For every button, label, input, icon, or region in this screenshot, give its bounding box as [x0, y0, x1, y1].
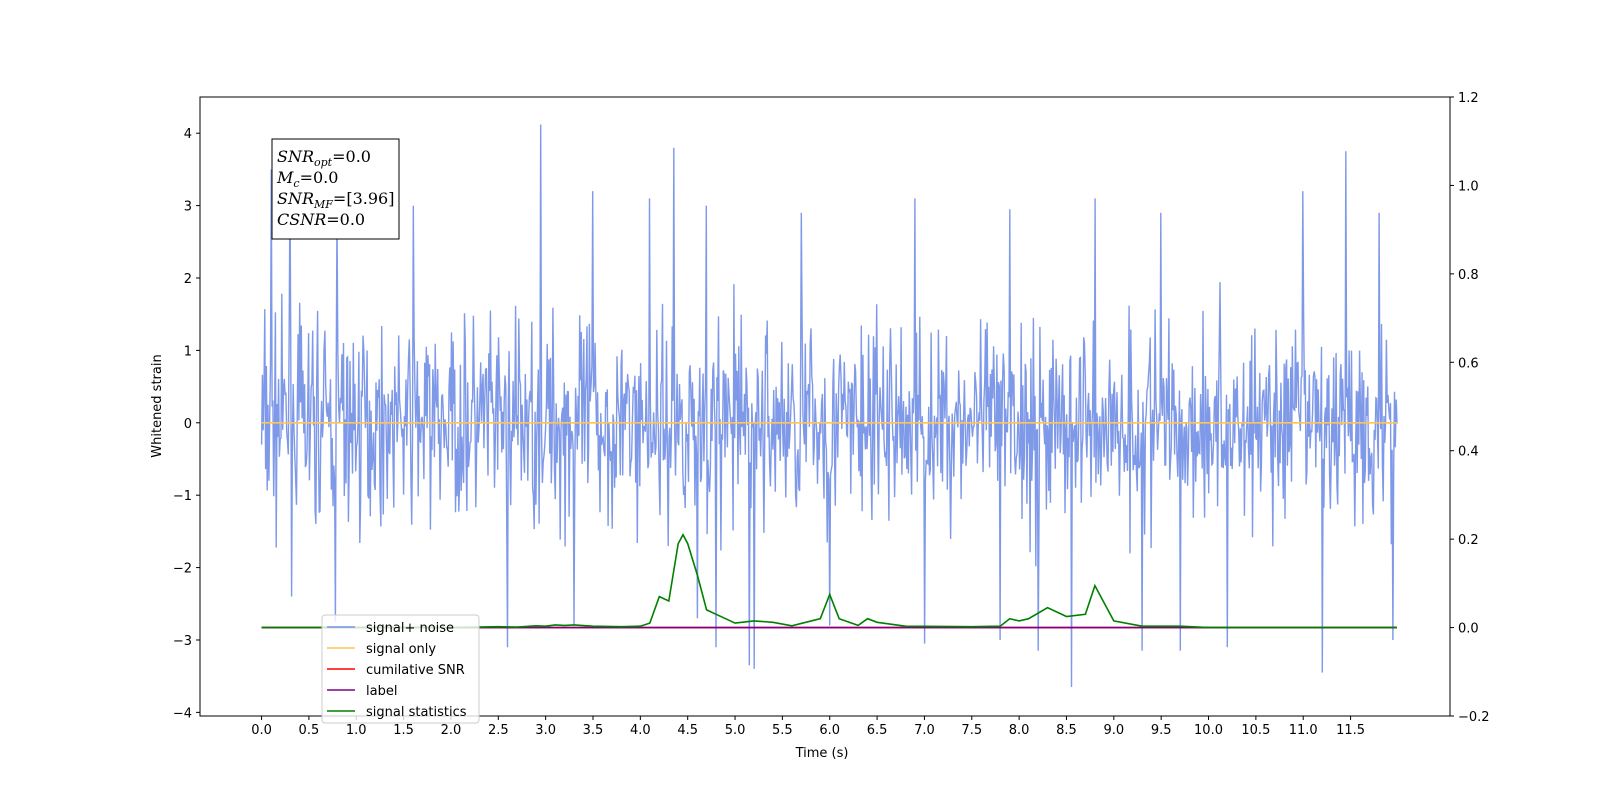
x-tick-label: 4.0	[630, 723, 651, 738]
annotation-symbol: CSNR	[277, 210, 326, 229]
annotation-value: =0.0	[300, 168, 339, 187]
annotation-line: SNRMF=[3.96]	[277, 189, 394, 211]
x-axis: 0.0 0.5 1.0 1.5 2.0 2.5 3.0 3.5 4.0 4.5 5.0 5.5 6.0 6…	[251, 716, 1365, 738]
y-tick-label: −4	[173, 706, 192, 721]
x-tick-label: 3.5	[583, 723, 604, 738]
y-tick-label: 1	[184, 344, 192, 359]
plot-area	[260, 124, 1398, 688]
x-tick-label: 2.0	[441, 723, 462, 738]
y2-tick-label: 0.0	[1458, 622, 1479, 637]
annotation-frame	[271, 138, 400, 240]
legend-entry: signal statistics	[366, 705, 467, 720]
legend: signal+ noise signal only cumilative SNR la…	[321, 614, 480, 724]
x-tick-label: 0.0	[251, 723, 272, 738]
y-axis-right: −0.2 0.0 0.2 0.4 0.6 0.8 1.0 1.2	[1450, 91, 1490, 725]
y-tick-label: 0	[184, 417, 192, 432]
y2-tick-label: 0.8	[1458, 268, 1479, 283]
annotation-value: =0.0	[332, 147, 371, 166]
y-tick-label: −1	[173, 489, 192, 504]
y2-tick-label: 0.4	[1458, 445, 1479, 460]
x-tick-label: 5.5	[772, 723, 793, 738]
x-tick-label: 11.0	[1289, 723, 1318, 738]
y-tick-label: −2	[173, 562, 192, 577]
x-tick-label: 5.0	[725, 723, 746, 738]
legend-entry: label	[366, 684, 397, 699]
x-tick-label: 4.5	[677, 723, 698, 738]
y-tick-label: −3	[173, 634, 192, 649]
x-tick-label: 7.5	[961, 723, 982, 738]
annotation-subscript: c	[293, 177, 299, 190]
y2-tick-label: 0.2	[1458, 533, 1479, 548]
annotation-value: =[3.96]	[333, 189, 395, 208]
x-tick-label: 8.5	[1056, 723, 1077, 738]
x-tick-label: 8.0	[1009, 723, 1030, 738]
annotation-value: =0.0	[326, 210, 365, 229]
annotation-line: Mc=0.0	[276, 168, 338, 190]
y-axis-left: −4 −3 −2 −1 0 1 2 3 4	[173, 127, 200, 721]
axes-frame	[199, 96, 1451, 717]
y-tick-label: 2	[184, 272, 192, 287]
x-tick-label: 9.5	[1151, 723, 1172, 738]
x-tick-label: 2.5	[488, 723, 509, 738]
x-tick-label: 10.0	[1194, 723, 1223, 738]
annotation-line: CSNR=0.0	[277, 210, 365, 229]
x-tick-label: 10.5	[1241, 723, 1270, 738]
legend-frame	[321, 614, 480, 724]
legend-entry: signal+ noise	[366, 621, 454, 636]
x-tick-label: 1.5	[393, 723, 414, 738]
x-tick-label: 11.5	[1336, 723, 1365, 738]
x-tick-label: 6.0	[819, 723, 840, 738]
annotation-symbol: M	[276, 168, 294, 187]
annotation-line: SNRopt=0.0	[277, 147, 371, 169]
x-tick-label: 6.5	[867, 723, 888, 738]
x-tick-label: 3.0	[535, 723, 556, 738]
y-axis-label: Whitened strain	[150, 354, 165, 457]
y2-tick-label: −0.2	[1458, 710, 1490, 725]
legend-entry: cumilative SNR	[366, 663, 465, 678]
y-tick-label: 3	[184, 200, 192, 215]
x-tick-label: 1.0	[346, 723, 367, 738]
legend-entry: signal only	[366, 642, 436, 657]
series-signal-noise-line	[260, 124, 1398, 688]
annotation-subscript: opt	[314, 156, 333, 169]
y-tick-label: 4	[184, 127, 192, 142]
annotation-subscript: MF	[313, 198, 333, 211]
x-tick-label: 0.5	[299, 723, 320, 738]
y2-tick-label: 0.6	[1458, 356, 1479, 371]
series-signal-statistics-line	[261, 533, 1397, 629]
x-axis-label: Time (s)	[795, 746, 849, 761]
annotation-symbol: SNR	[277, 147, 314, 166]
x-tick-label: 9.0	[1103, 723, 1124, 738]
y2-tick-label: 1.2	[1458, 91, 1479, 106]
annotation-symbol: SNR	[277, 189, 314, 208]
x-tick-label: 7.0	[914, 723, 935, 738]
y2-tick-label: 1.0	[1458, 179, 1479, 194]
